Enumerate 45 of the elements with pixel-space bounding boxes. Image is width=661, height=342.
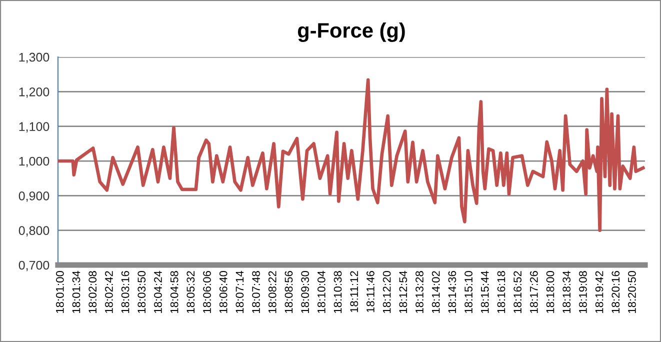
x-tick-label: 18:12:20 [382, 271, 391, 313]
x-tick-label: 18:13:28 [416, 271, 424, 313]
chart-title: g-Force (g) [298, 22, 405, 42]
x-tick-label: 18:01:34 [72, 270, 80, 313]
x-tick-label: 18:19:08 [579, 271, 587, 313]
y-tick-label: 1,300 [19, 52, 50, 64]
x-tick-label: 18:03:16 [121, 271, 130, 313]
y-tick-label: 0,900 [18, 191, 50, 202]
y-tick-label: 1,100 [19, 122, 50, 132]
x-tick-label: 18:08:22 [268, 271, 276, 313]
x-tick-label: 18:02:08 [88, 271, 97, 313]
y-tick-label: 0,800 [18, 226, 50, 236]
x-tick-label: 18:16:18 [497, 271, 506, 313]
x-tick-label: 18:04:58 [170, 271, 178, 313]
x-tick-label: 18:15:44 [480, 270, 489, 313]
x-tick-label: 18:07:14 [236, 270, 244, 313]
x-tick-label: 18:18:00 [546, 271, 554, 313]
x-tick-label: 18:06:40 [219, 271, 228, 313]
x-tick-label: 18:15:10 [464, 271, 472, 313]
x-tick-label: 18:14:36 [448, 271, 456, 313]
x-tick-label: 18:09:30 [301, 271, 310, 313]
x-tick-label: 18:11:46 [366, 271, 374, 312]
x-tick-label: 18:20:16 [612, 271, 620, 313]
y-tick-label: 1,200 [19, 87, 50, 98]
x-tick-label: 18:05:32 [186, 271, 195, 313]
x-tick-label: 18:03:50 [138, 271, 146, 313]
x-tick-label: 18:19:42 [595, 271, 604, 313]
x-tick-label: 18:17:26 [530, 271, 538, 313]
x-tick-label: 18:10:04 [317, 270, 326, 313]
x-tick-label: 18:14:02 [432, 271, 440, 313]
x-tick-label: 18:18:34 [562, 270, 571, 313]
x-tick-label: 18:07:48 [252, 271, 260, 313]
x-tick-label: 18:16:52 [514, 271, 522, 313]
x-tick-label: 18:04:24 [154, 270, 162, 313]
x-tick-label: 18:20:50 [628, 271, 636, 313]
y-tick-label: 0,700 [18, 260, 50, 272]
x-tick-label: 18:11:12 [350, 271, 358, 312]
x-tick-label: 18:12:54 [399, 270, 408, 313]
line-series [58, 78, 645, 232]
x-tick-label: 18:10:38 [334, 271, 342, 313]
x-tick-label: 18:01:00 [56, 271, 64, 313]
y-tick-label: 1,000 [19, 156, 50, 168]
x-tick-label: 18:08:56 [284, 271, 293, 313]
x-tick-label: 18:06:06 [203, 271, 211, 313]
x-tick-label: 18:02:42 [105, 271, 113, 313]
